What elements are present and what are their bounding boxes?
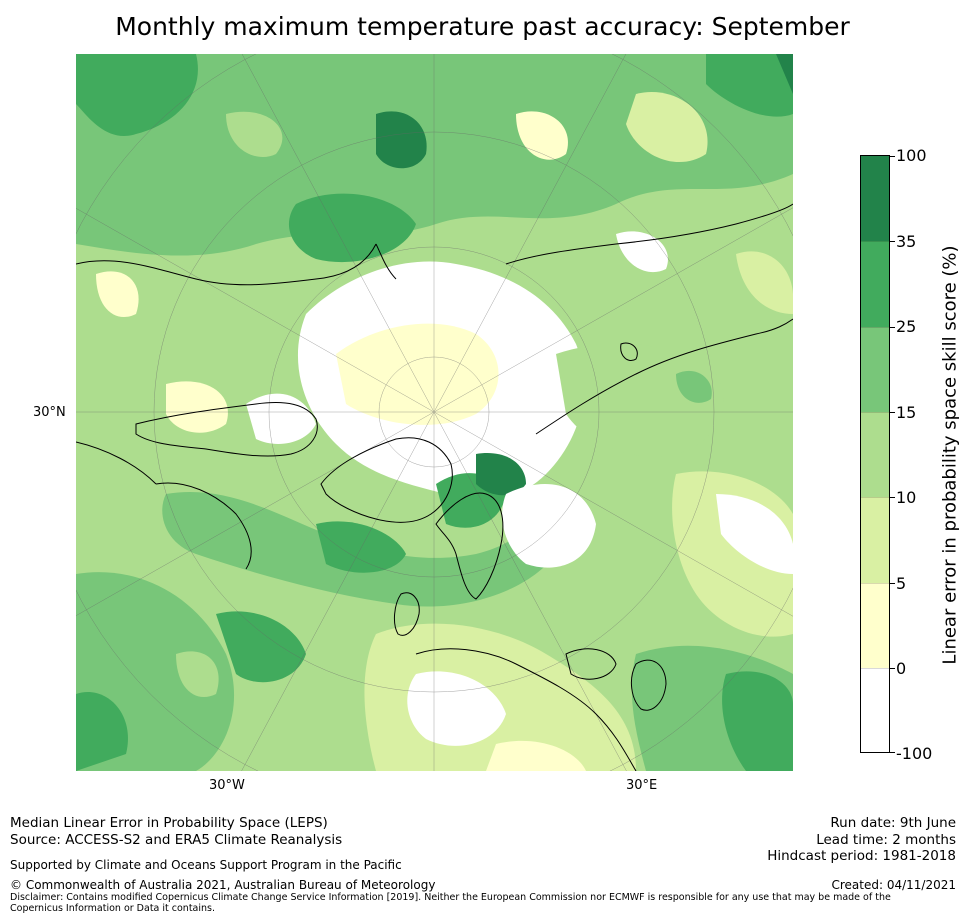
colorbar-bin-10-15 xyxy=(861,412,889,497)
colorbar-tick-label: 35 xyxy=(896,232,917,251)
colorbar xyxy=(860,155,895,753)
colorbar-tick-label: 25 xyxy=(896,317,917,336)
longitude-label-30w: 30°W xyxy=(209,778,245,793)
greenland-coast xyxy=(320,437,453,523)
coastlines xyxy=(76,203,793,771)
footer-disclaimer: Disclaimer: Contains modified Copernicus… xyxy=(10,892,891,914)
lead-time: Lead time: 2 months xyxy=(816,832,956,848)
colorbar-bin-35-100 xyxy=(861,156,889,241)
footer-support: Supported by Climate and Oceans Support … xyxy=(10,858,402,872)
latitude-label-30n: 30°N xyxy=(33,405,66,420)
colorbar-bin-5-10 xyxy=(861,497,889,583)
colorbar-title: Linear error in probability space skill … xyxy=(939,245,961,665)
colorbar-bin-neg100-0 xyxy=(861,668,889,752)
run-date: Run date: 9th June xyxy=(830,815,956,831)
colorbar-tick-label: -100 xyxy=(896,744,933,763)
colorbar-tick-label: 100 xyxy=(896,146,927,165)
colorbar-bin-25-35 xyxy=(861,241,889,327)
colorbar-tick-label: 0 xyxy=(896,659,907,678)
colorbar-bin-0-5 xyxy=(861,583,889,668)
map-title: Monthly maximum temperature past accurac… xyxy=(115,12,850,41)
colorbar-tick-label: 5 xyxy=(896,574,907,593)
longitude-label-30e: 30°E xyxy=(626,778,658,793)
footer-copyright: © Commonwealth of Australia 2021, Austra… xyxy=(10,878,436,892)
scandinavia-coast xyxy=(435,492,504,600)
colorbar-tick-label: 10 xyxy=(896,488,917,507)
footer-source: Source: ACCESS-S2 and ERA5 Climate Reana… xyxy=(10,832,343,848)
colorbar-bin-15-25 xyxy=(861,327,889,412)
graticule xyxy=(76,54,793,771)
created-date: Created: 04/11/2021 xyxy=(831,878,956,892)
north-america-pacific-coast xyxy=(76,243,397,286)
hindcast-period: Hindcast period: 1981-2018 xyxy=(767,848,956,864)
colorbar-tick-label: 15 xyxy=(896,403,917,422)
polar-map xyxy=(76,54,793,771)
footer-method: Median Linear Error in Probability Space… xyxy=(10,815,328,831)
skill-field-regions xyxy=(76,54,793,771)
